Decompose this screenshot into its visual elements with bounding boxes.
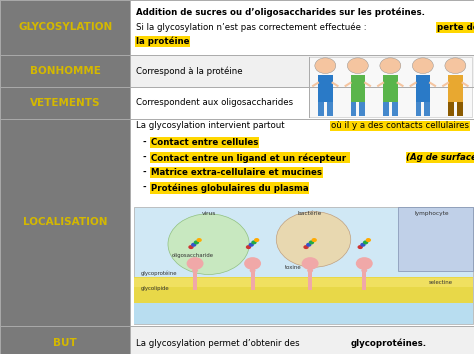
Bar (134, 207, 473, 324)
Bar (350, 75, 365, 102)
Text: bactérie: bactérie (298, 211, 322, 216)
Text: LOCALISATION: LOCALISATION (23, 217, 108, 227)
Text: (Ag de surface): (Ag de surface) (406, 153, 474, 162)
Text: Addition de sucres ou d’oligosaccharides sur les protéines.: Addition de sucres ou d’oligosaccharides… (136, 7, 425, 17)
Circle shape (303, 245, 309, 249)
Circle shape (315, 58, 336, 74)
Text: VETEMENTS: VETEMENTS (30, 98, 100, 108)
Bar (0, 326, 130, 354)
Bar (130, 55, 474, 87)
Circle shape (248, 243, 254, 247)
Circle shape (192, 268, 198, 273)
Text: La glycosylation intervient partout: La glycosylation intervient partout (136, 121, 287, 130)
Text: selectine: selectine (428, 280, 452, 285)
Text: glycoprotéines.: glycoprotéines. (351, 339, 427, 348)
Circle shape (412, 58, 433, 74)
Bar (130, 0, 474, 55)
Bar (350, 102, 356, 116)
Text: lymphocyte: lymphocyte (415, 211, 449, 216)
Bar (416, 102, 421, 116)
Circle shape (360, 243, 365, 247)
Bar (0, 119, 130, 326)
Bar (383, 75, 398, 102)
Text: GLYCOSYLATION: GLYCOSYLATION (18, 22, 112, 33)
Bar (448, 102, 454, 116)
Bar (308, 269, 312, 290)
Circle shape (311, 238, 317, 242)
Bar (130, 87, 474, 119)
Text: glycoprotéine: glycoprotéine (141, 271, 177, 276)
Text: toxine: toxine (285, 265, 301, 270)
Bar (392, 102, 398, 116)
Circle shape (250, 268, 255, 273)
Text: Matrice extra-cellulaire et mucines: Matrice extra-cellulaire et mucines (151, 168, 322, 177)
Bar (130, 119, 474, 326)
Circle shape (254, 238, 259, 242)
Circle shape (361, 268, 367, 273)
Text: -: - (142, 153, 146, 162)
Text: où il y a des contacts cellulaires: où il y a des contacts cellulaires (331, 121, 469, 130)
Circle shape (356, 257, 373, 270)
Circle shape (194, 240, 199, 244)
Bar (327, 102, 333, 116)
Bar (318, 102, 324, 116)
Text: BONHOMME: BONHOMME (30, 66, 100, 76)
Circle shape (306, 243, 311, 247)
Circle shape (307, 268, 313, 273)
Text: BUT: BUT (53, 338, 77, 348)
Circle shape (168, 214, 249, 274)
Bar (251, 269, 255, 290)
Bar (416, 75, 430, 102)
Bar (130, 326, 474, 354)
Text: Si la glycosylation n’est pas correctement effectuée :: Si la glycosylation n’est pas correcteme… (136, 23, 369, 32)
Circle shape (246, 245, 251, 249)
Bar (318, 75, 333, 102)
Bar (457, 102, 463, 116)
Bar (193, 269, 197, 290)
Bar (134, 278, 473, 287)
Bar (383, 102, 389, 116)
Bar (359, 102, 365, 116)
Bar (0, 87, 130, 119)
Bar (134, 277, 473, 303)
Text: Correspond à la protéine: Correspond à la protéine (136, 66, 243, 75)
Circle shape (309, 240, 314, 244)
Bar (362, 269, 366, 290)
Bar (309, 57, 472, 117)
Circle shape (188, 245, 194, 249)
Text: Contact entre un ligand et un récepteur: Contact entre un ligand et un récepteur (151, 153, 349, 162)
Bar (448, 75, 463, 102)
Bar (424, 102, 430, 116)
Text: -: - (142, 138, 146, 147)
Circle shape (380, 58, 401, 74)
Text: Protéines globulaires du plasma: Protéines globulaires du plasma (151, 183, 309, 193)
Text: La glycosylation permet d’obtenir des: La glycosylation permet d’obtenir des (136, 339, 302, 348)
Text: Correspondent aux oligosaccharides: Correspondent aux oligosaccharides (136, 98, 293, 107)
Text: -: - (142, 168, 146, 177)
Bar (134, 303, 473, 324)
Text: virus: virus (201, 211, 216, 216)
Bar (0, 55, 130, 87)
Circle shape (244, 257, 261, 270)
Text: la protéine: la protéine (136, 37, 190, 46)
Circle shape (251, 240, 256, 244)
Text: glycolipide: glycolipide (141, 286, 170, 291)
Bar (0, 0, 130, 55)
Circle shape (301, 257, 319, 270)
Circle shape (365, 238, 371, 242)
Text: Contact entre cellules: Contact entre cellules (151, 138, 258, 147)
Circle shape (191, 243, 196, 247)
Text: perte de fonction de: perte de fonction de (437, 23, 474, 32)
Text: -: - (142, 183, 146, 192)
Circle shape (363, 240, 368, 244)
Circle shape (187, 257, 203, 270)
Bar (398, 207, 473, 271)
Circle shape (357, 245, 363, 249)
Text: oligosaccharide: oligosaccharide (172, 253, 213, 258)
Circle shape (196, 238, 202, 242)
Circle shape (445, 58, 466, 74)
Circle shape (347, 58, 368, 74)
Circle shape (276, 212, 351, 267)
